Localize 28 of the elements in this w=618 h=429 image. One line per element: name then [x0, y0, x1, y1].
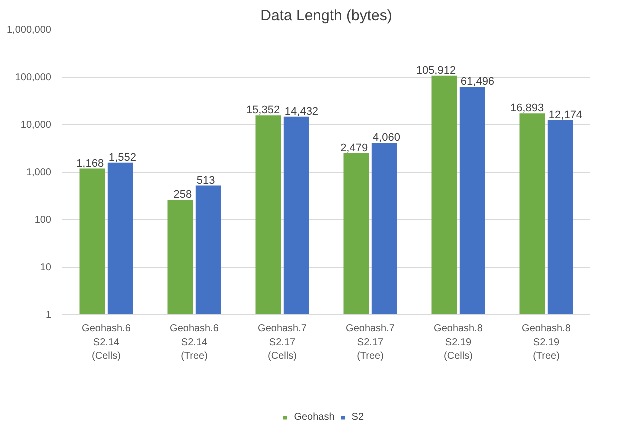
- legend-label: S2: [352, 412, 366, 423]
- data-label: 4,060: [372, 132, 400, 144]
- x-tick-label: Geohash.7 S2.17 (Cells): [258, 324, 308, 362]
- x-tick-label: Geohash.6 S2.14 (Tree): [170, 324, 220, 362]
- y-tick-label: 10,000: [20, 120, 52, 131]
- data-label: 258: [174, 188, 192, 201]
- data-label: 1,552: [108, 152, 136, 164]
- data-label: 1,168: [76, 158, 104, 170]
- x-tick-label: Geohash.6 S2.14 (Cells): [82, 324, 132, 362]
- data-label: 61,496: [460, 76, 495, 88]
- data-label: 513: [196, 174, 216, 187]
- x-tick-label: Geohash.8 S2.19 (Cells): [434, 324, 484, 362]
- y-tick-label: 1: [46, 310, 52, 321]
- data-label: 14,432: [284, 106, 319, 118]
- chart-title: Data Length (bytes): [260, 8, 392, 24]
- x-tick-label: Geohash.8 S2.19 (Tree): [522, 324, 572, 362]
- data-label: 12,174: [548, 109, 583, 122]
- y-tick-label: 100,000: [15, 72, 52, 84]
- x-tick-label: Geohash.7 S2.17 (Tree): [346, 324, 396, 362]
- data-label: 15,352: [246, 104, 280, 117]
- y-tick-label: 1,000,000: [7, 25, 52, 36]
- y-tick-label: 100: [34, 215, 52, 226]
- y-tick-label: 1,000: [26, 168, 52, 178]
- data-label: 105,912: [416, 64, 456, 77]
- y-tick-label: 10: [40, 262, 52, 274]
- legend-label: Geohash: [294, 412, 335, 423]
- data-label: 16,893: [510, 102, 544, 115]
- data-label: 2,479: [340, 142, 368, 154]
